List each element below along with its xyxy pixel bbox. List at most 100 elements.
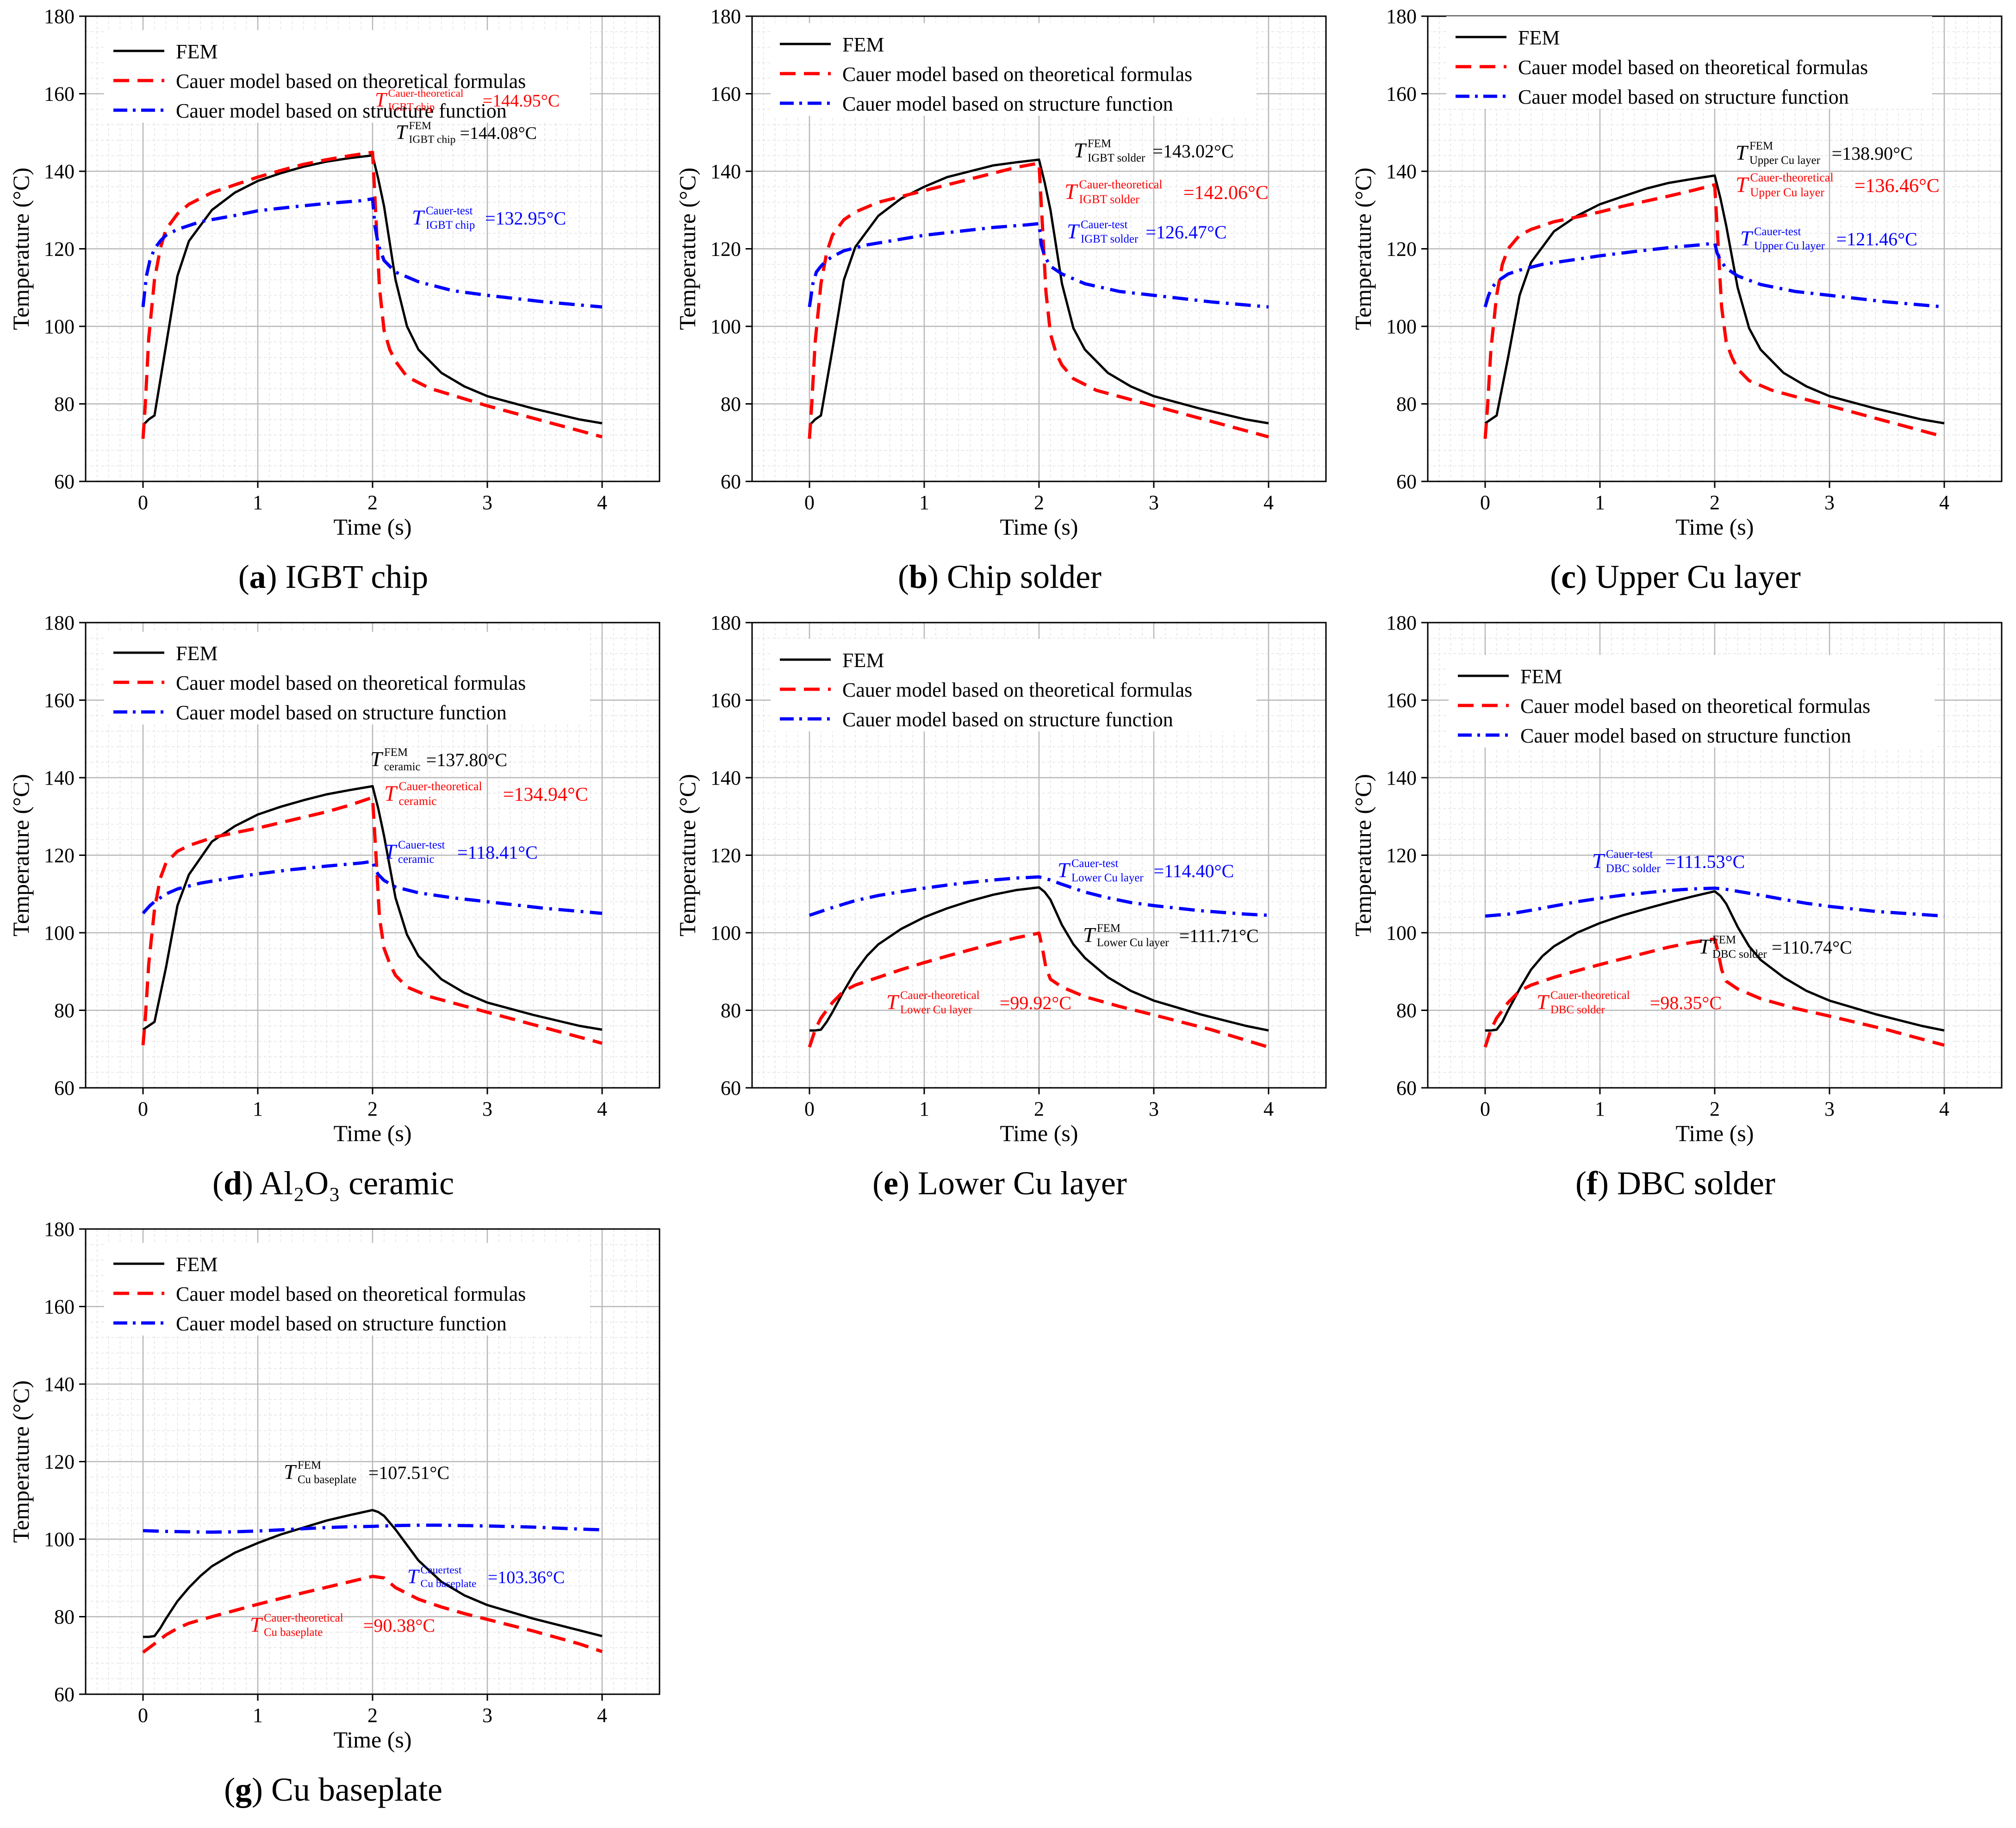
annotation: T Cauer-test IGBT chip =132.95°C — [412, 205, 566, 231]
x-tick-label: 0 — [138, 1704, 148, 1727]
x-tick-label: 1 — [1595, 1098, 1605, 1120]
series-line-fem — [142, 154, 603, 426]
legend-label-sf: Cauer model based on structure function — [1520, 724, 1851, 747]
annotation-sup: FEM — [409, 120, 431, 132]
annotation: T FEM DBC solder =110.74°C — [1699, 934, 1852, 961]
annotation-sub: DBC solder — [1550, 1004, 1605, 1016]
y-tick-label: 160 — [1386, 83, 1417, 106]
y-tick-label: 140 — [710, 767, 741, 789]
chart-svg-e: 0 1 2 3 4 60 80 100 120 140 160 180 Time (s) Temperat… — [674, 611, 1327, 1146]
legend-label-fem: FEM — [1520, 665, 1562, 688]
x-axis-label: Time (s) — [333, 1120, 411, 1146]
caption-b: (b) Chip solder — [898, 558, 1101, 595]
y-tick-label: 60 — [54, 1683, 75, 1706]
annotation-sup: FEM — [1749, 140, 1773, 152]
x-tick-label: 2 — [367, 1704, 378, 1727]
annotation-value: =110.74°C — [1772, 937, 1852, 958]
annotation-symbol: T — [1058, 858, 1071, 882]
legend-label-fem: FEM — [842, 649, 884, 672]
y-tick-label: 60 — [1396, 1077, 1417, 1099]
series-line-theory — [141, 150, 603, 439]
x-tick-label: 3 — [1149, 1098, 1159, 1120]
y-tick-label: 180 — [710, 5, 741, 28]
series-line-sf — [141, 197, 603, 309]
annotation-value: =111.53°C — [1665, 851, 1745, 872]
x-axis-label: Time (s) — [1000, 514, 1078, 540]
caption-c: (c) Upper Cu layer — [1550, 558, 1801, 595]
x-tick-label: 0 — [1480, 1098, 1490, 1120]
x-tick-label: 4 — [1263, 1098, 1274, 1120]
y-tick-label: 120 — [1386, 238, 1417, 261]
annotation-sup: Cauer-theoretical — [399, 780, 482, 793]
annotation-value: =99.92°C — [1000, 992, 1071, 1013]
annotation-symbol: T — [1699, 935, 1712, 958]
legend-label-theory: Cauer model based on theoretical formula… — [842, 63, 1192, 86]
chart-svg-c: 0 1 2 3 4 60 80 100 120 140 160 180 Time (s) Temperat… — [1350, 5, 2003, 540]
annotation-sub: ceramic — [384, 761, 420, 773]
annotation-sup: Cauer-test — [1081, 218, 1128, 231]
annotation-value: =136.46°C — [1854, 175, 1940, 197]
annotation: T Cauer-theoretical Upper Cu layer =136.46°… — [1736, 171, 1940, 199]
x-tick-label: 2 — [1710, 491, 1720, 514]
legend: FEM Cauer model based on theoretical form… — [104, 632, 590, 724]
legend-label-sf: Cauer model based on structure function — [176, 701, 507, 724]
annotation-value: =90.38°C — [363, 1615, 435, 1636]
y-tick-label: 140 — [44, 767, 75, 789]
annotation: T Cauer-theoretical Lower Cu layer =99.92°C — [886, 989, 1071, 1016]
y-tick-label: 100 — [44, 1528, 75, 1551]
chart-panel-d: 0 1 2 3 4 60 80 100 120 140 160 180 Time (s) Temperat… — [0, 606, 666, 1208]
annotation-sup: Cauer-test — [426, 205, 473, 217]
annotation: T FEM Upper Cu layer =138.90°C — [1736, 140, 1913, 167]
y-tick-label: 160 — [44, 1296, 75, 1318]
series-line-fem — [142, 785, 603, 1031]
x-tick-label: 0 — [1480, 491, 1490, 514]
x-tick-label: 1 — [253, 1704, 263, 1727]
legend-label-fem: FEM — [176, 40, 218, 63]
annotation: T Cauertest Cu baseplate =103.36°C — [407, 1564, 565, 1590]
caption-f: (f) DBC solder — [1575, 1165, 1775, 1202]
x-axis-label: Time (s) — [1675, 514, 1754, 540]
legend-label-sf: Cauer model based on structure function — [176, 100, 507, 122]
chart-svg-b: 0 1 2 3 4 60 80 100 120 140 160 180 Time (s) Temperat… — [674, 5, 1327, 540]
series-line-theory — [1483, 937, 1945, 1048]
annotation-sup: FEM — [1097, 922, 1120, 935]
annotation-symbol: T — [370, 747, 384, 771]
annotation-value: =126.47°C — [1145, 222, 1226, 243]
annotation-sup: Cauer-theoretical — [1550, 989, 1630, 1002]
annotation: T Cauer-test ceramic =118.41°C — [384, 839, 538, 866]
annotation-symbol: T — [1740, 226, 1754, 250]
legend-label-theory: Cauer model based on theoretical formula… — [176, 1283, 526, 1305]
annotation-value: =121.46°C — [1836, 229, 1917, 250]
annotation-symbol: T — [1736, 141, 1749, 164]
legend-label-sf: Cauer model based on structure function — [176, 1312, 507, 1335]
chart-panel-c: 0 1 2 3 4 60 80 100 120 140 160 180 Time (s) Temperat… — [1342, 0, 2009, 602]
annotation-sup: Cauer-test — [1754, 225, 1801, 238]
annotation-sub: Lower Cu layer — [1097, 936, 1169, 949]
series-line-theory — [141, 796, 603, 1046]
legend-label-theory: Cauer model based on theoretical formula… — [176, 672, 526, 694]
y-tick-label: 100 — [44, 922, 75, 944]
y-tick-label: 120 — [710, 844, 741, 867]
annotation-sup: Cauer-test — [398, 839, 445, 851]
legend-label-fem: FEM — [176, 642, 218, 665]
y-tick-label: 180 — [1386, 5, 1417, 28]
y-tick-label: 80 — [1396, 999, 1417, 1022]
legend-label-theory: Cauer model based on theoretical formula… — [1520, 695, 1870, 717]
annotation: T Cauer-test IGBT solder =126.47°C — [1067, 218, 1227, 245]
y-axis-label: Temperature (°C) — [8, 168, 34, 330]
annotation-symbol: T — [886, 990, 900, 1014]
y-tick-label: 140 — [710, 160, 741, 183]
annotation-sup: Cauertest — [421, 1564, 462, 1576]
y-tick-label: 140 — [44, 160, 75, 183]
series-line-theory — [808, 931, 1269, 1049]
y-tick-label: 100 — [44, 315, 75, 338]
legend-label-sf: Cauer model based on structure function — [842, 93, 1173, 115]
x-tick-label: 2 — [1034, 1098, 1044, 1120]
legend-label-theory: Cauer model based on theoretical formula… — [842, 679, 1192, 701]
y-tick-label: 80 — [721, 999, 741, 1022]
series-line-sf — [143, 1523, 603, 1534]
annotation: T Cauer-test Upper Cu layer =121.46°C — [1740, 225, 1917, 252]
annotation-value: =144.95°C — [483, 91, 560, 111]
x-tick-label: 3 — [482, 1704, 492, 1727]
